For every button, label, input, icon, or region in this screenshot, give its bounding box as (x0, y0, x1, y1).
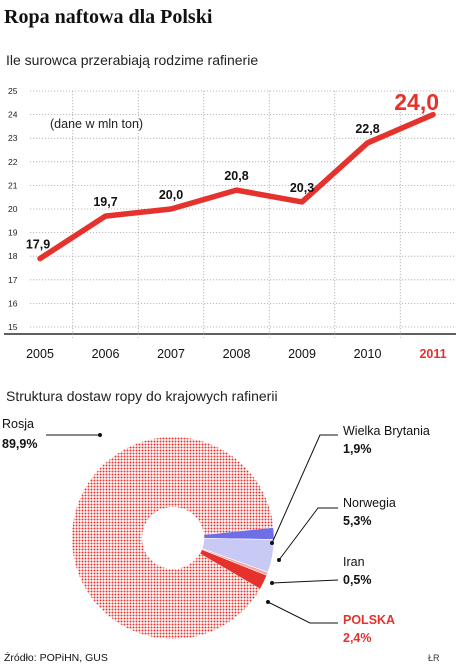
value-label: 20,8 (224, 169, 248, 183)
series-line (37, 111, 436, 262)
y-tick-label: 18 (8, 251, 18, 261)
value-norwegia: 5,3% (343, 514, 372, 528)
x-tick-label-highlight: 2011 (419, 347, 446, 361)
pie-chart-subtitle: Struktura dostaw ropy do krajowych rafin… (6, 388, 278, 404)
leader-dot-polska (266, 600, 270, 604)
leader-iran (271, 579, 339, 584)
x-tick-label: 2005 (26, 347, 54, 361)
leader-wielka-brytania (271, 434, 338, 544)
y-tick-label: 22 (8, 157, 18, 167)
value-wielka-brytania: 1,9% (343, 442, 372, 456)
x-tick-label: 2007 (157, 347, 185, 361)
label-polska: POLSKA (343, 613, 395, 627)
slice-polska (199, 549, 268, 590)
label-norwegia: Norwegia (343, 496, 396, 510)
value-rosja: 89,9% (2, 437, 37, 451)
leader-norwegia (278, 507, 338, 561)
y-tick-label: 16 (8, 298, 18, 308)
value-label: 20,0 (159, 188, 183, 202)
label-iran: Iran (343, 555, 365, 569)
y-tick-label: 20 (8, 204, 18, 214)
y-tick-label: 17 (8, 275, 18, 285)
value-iran: 0,5% (343, 573, 372, 587)
line-chart: 15 16 17 18 19 20 21 22 23 24 25 (dane w mln ton) 17… (4, 86, 456, 361)
author-credit: ŁR (428, 653, 440, 663)
x-tick-label: 2009 (288, 347, 316, 361)
value-label: 17,9 (26, 238, 50, 252)
page-title: Ropa naftowa dla Polski (4, 6, 213, 28)
x-tick-label: 2010 (354, 347, 382, 361)
x-tick-label: 2006 (92, 347, 120, 361)
y-tick-label: 15 (8, 322, 18, 332)
y-tick-label: 23 (8, 133, 18, 143)
leader-dot-norwegia (277, 558, 281, 562)
leader-dot-iran (270, 581, 274, 585)
line-chart-subtitle: Ile surowca przerabiają rodzime rafineri… (6, 52, 259, 68)
slice-rosja (72, 436, 274, 639)
leader-polska (267, 601, 338, 624)
value-label: 22,8 (355, 122, 379, 136)
y-tick-label: 24 (8, 110, 18, 120)
y-tick-label: 19 (8, 228, 18, 238)
units-note: (dane w mln ton) (50, 117, 143, 131)
source-note: Źródło: POPiHN, GUS (4, 652, 108, 664)
value-label: 20,3 (290, 181, 314, 195)
leader-dot-wielka-brytania (270, 541, 274, 545)
leader-dot-rosja (98, 433, 102, 437)
pie-chart: Rosja 89,9% Wielka Brytania 1,9% Norwegia 5,3… (2, 417, 430, 645)
x-tick-label: 2008 (223, 347, 251, 361)
value-label: 19,7 (93, 195, 117, 209)
y-tick-label: 21 (8, 180, 18, 190)
y-tick-label: 25 (8, 86, 18, 96)
value-polska: 2,4% (343, 631, 372, 645)
value-label-highlight: 24,0 (394, 89, 439, 115)
label-wielka-brytania: Wielka Brytania (343, 424, 430, 438)
label-rosja: Rosja (2, 417, 34, 431)
